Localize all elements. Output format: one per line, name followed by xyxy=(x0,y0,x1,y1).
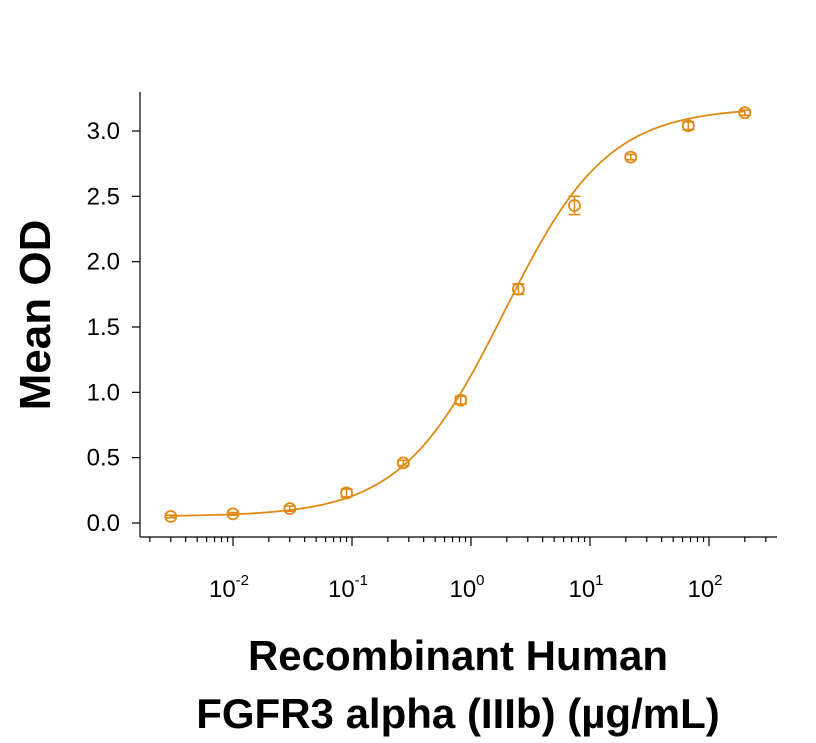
data-point xyxy=(454,393,468,407)
y-tick-label: 0.5 xyxy=(87,445,120,472)
data-marker xyxy=(340,486,353,500)
data-point xyxy=(226,507,240,521)
x-tick-label: 102 xyxy=(687,572,722,603)
y-tick-label: 3.0 xyxy=(87,118,120,145)
data-marker xyxy=(681,119,695,133)
x-tick-label: 101 xyxy=(568,572,603,603)
data-point xyxy=(738,106,752,120)
data-marker xyxy=(568,199,581,212)
fit-curve-group xyxy=(170,110,745,517)
x-tick-label: 100 xyxy=(449,572,484,603)
y-tick-label: 1.0 xyxy=(87,379,120,406)
y-tick-label: 2.0 xyxy=(87,249,120,276)
data-point xyxy=(396,456,410,470)
data-point xyxy=(681,119,695,133)
data-point xyxy=(164,510,178,523)
data-marker xyxy=(396,456,410,470)
x-axis-ticks: 10-2 10-1 100 101 102 xyxy=(149,537,767,603)
fit-curve xyxy=(170,110,745,517)
data-marker xyxy=(454,393,468,407)
y-axis-ticks: 0.0 0.5 1.0 1.5 2.0 2.5 3.0 xyxy=(87,118,140,537)
data-point xyxy=(340,486,353,500)
data-point xyxy=(624,150,638,164)
x-tick-label: 10-2 xyxy=(209,572,249,603)
data-point xyxy=(283,502,297,516)
y-axis-label: Mean OD xyxy=(11,220,60,411)
data-point xyxy=(511,282,525,296)
y-tick-label: 2.5 xyxy=(87,183,120,210)
y-tick-label: 1.5 xyxy=(87,314,120,341)
data-points xyxy=(164,106,752,523)
y-tick-label: 0.0 xyxy=(87,510,120,537)
data-marker xyxy=(164,510,178,523)
x-axis-label-line-1: Recombinant Human xyxy=(248,632,668,679)
data-marker xyxy=(738,106,752,120)
data-marker xyxy=(511,282,525,296)
data-marker xyxy=(226,507,240,521)
data-point xyxy=(568,195,581,216)
data-marker xyxy=(624,150,638,164)
x-tick-label: 10-1 xyxy=(328,572,368,603)
data-marker xyxy=(283,502,297,516)
x-axis-label-line-2: FGFR3 alpha (IIIb) (µg/mL) xyxy=(196,690,720,737)
axes xyxy=(139,92,777,538)
